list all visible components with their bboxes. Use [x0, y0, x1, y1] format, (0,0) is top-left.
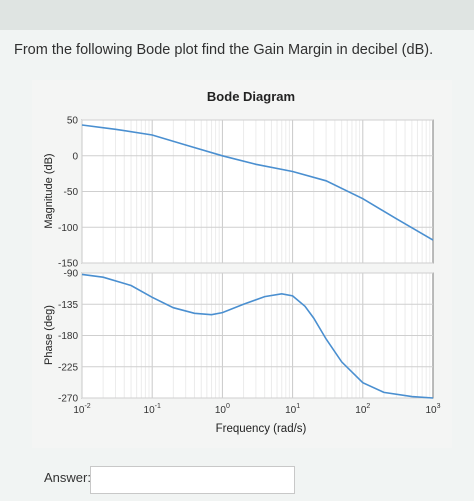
chart-title: Bode Diagram: [207, 89, 295, 104]
phase-ytick-label: -90: [64, 269, 79, 280]
magnitude-ytick-label: -50: [64, 187, 79, 198]
phase-ytick-label: -180: [58, 331, 78, 342]
question-text: From the following Bode plot find the Ga…: [14, 42, 434, 58]
bode-diagram-svg: Bode Diagram 50 0 -50 -100 -150 Magnitude (d…: [43, 89, 441, 435]
answer-input[interactable]: [90, 466, 295, 494]
magnitude-ytick-label: 0: [72, 151, 78, 162]
x-tick-label: 10-1: [144, 403, 161, 416]
magnitude-ytick-label: -100: [58, 223, 78, 234]
x-tick-label: 101: [285, 403, 300, 416]
x-tick-label: 103: [425, 403, 440, 416]
bode-plot: Bode Diagram 50 0 -50 -100 -150 Magnitude (d…: [32, 80, 452, 448]
phase-ytick-label: -135: [58, 300, 78, 311]
phase-curve: [81, 273, 434, 399]
magnitude-ytick-label: 50: [67, 116, 79, 127]
x-tick-label: 100: [215, 403, 230, 416]
phase-ylabel: Phase (deg): [43, 305, 55, 365]
phase-ytick-label: -225: [58, 362, 78, 373]
magnitude-ylabel: Magnitude (dB): [43, 153, 55, 228]
magnitude-curve: [81, 124, 434, 241]
top-band: [0, 0, 474, 30]
answer-label: Answer:: [44, 470, 91, 485]
magnitude-ytick-label: -150: [58, 259, 78, 270]
x-tick-label: 102: [355, 403, 370, 416]
x-tick-label: 10-2: [73, 403, 90, 416]
phase-ytick-label: -270: [58, 394, 78, 405]
x-axis-label: Frequency (rad/s): [216, 423, 307, 435]
